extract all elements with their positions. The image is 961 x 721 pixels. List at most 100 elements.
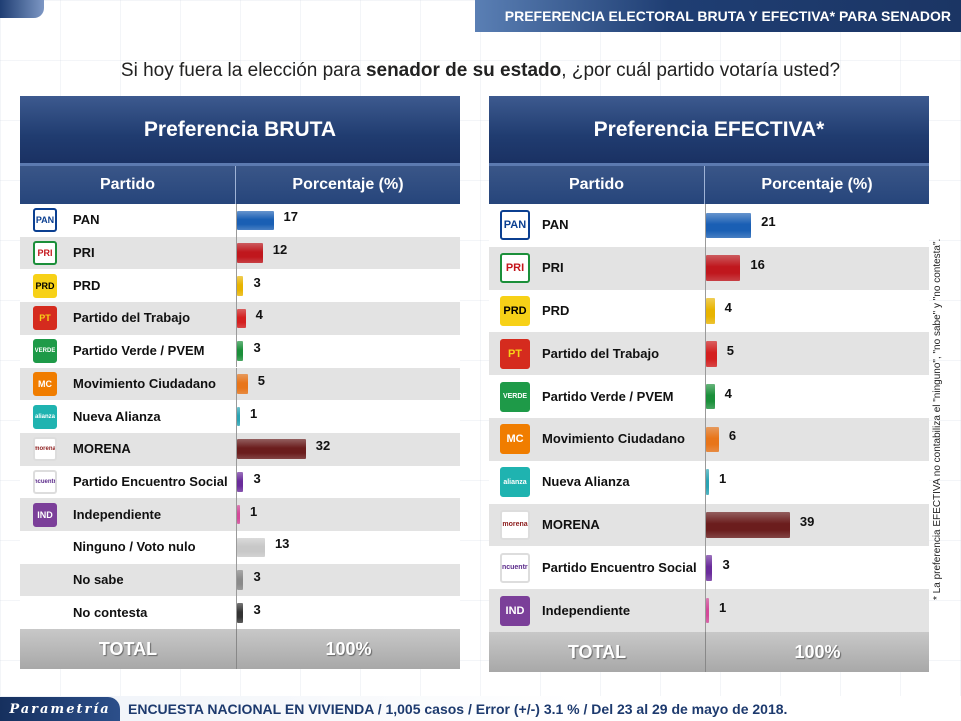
table-row: encuentro Partido Encuentro Social 3 <box>20 465 460 499</box>
party-name: Partido del Trabajo <box>73 310 191 326</box>
column-separator <box>236 334 237 368</box>
table-row: morena MORENA 39 <box>489 503 929 547</box>
value-label: 6 <box>728 428 737 444</box>
survey-methodology-note: ENCUESTA NACIONAL EN VIVIENDA / 1,005 ca… <box>128 701 788 717</box>
corner-decoration <box>0 0 44 18</box>
bar-partido-del-trabajo <box>706 340 717 367</box>
value-label: 3 <box>253 274 261 290</box>
party-logo-na-icon: alianza <box>500 467 530 498</box>
party-logo-verde-icon: VERDE <box>500 381 530 412</box>
table-row: No contesta 3 <box>20 596 460 630</box>
table-row: alianza Nueva Alianza 1 <box>489 460 929 504</box>
party-name: Ninguno / Voto nulo <box>73 539 196 555</box>
bar-pan <box>237 210 274 231</box>
party-logo-pri-icon: PRI <box>500 253 530 284</box>
column-separator <box>705 589 706 632</box>
bar-morena <box>237 439 306 460</box>
bar-independiente <box>237 504 240 525</box>
table-row: VERDE Partido Verde / PVEM 3 <box>20 334 460 368</box>
question-text-pre: Si hoy fuera la elección para <box>120 60 366 81</box>
total-label: TOTAL <box>98 638 158 659</box>
column-separator <box>705 503 706 547</box>
question-text-bold: senador de su estado <box>365 60 562 81</box>
party-logo-pes-icon: encuentro <box>500 552 530 583</box>
table-row: PT Partido del Trabajo 5 <box>489 332 929 376</box>
table-row: Ninguno / Voto nulo 13 <box>20 531 460 564</box>
party-logo-pes-icon: encuentro <box>33 469 57 494</box>
column-header-porcentaje: Porcentaje (%) <box>236 166 460 204</box>
table-row: morena MORENA 32 <box>20 432 460 466</box>
table-row: PRD PRD 4 <box>489 289 929 333</box>
party-name: Movimiento Ciudadano <box>73 375 216 391</box>
table-row: alianza Nueva Alianza 1 <box>20 400 460 433</box>
column-separator <box>705 546 706 590</box>
survey-question: Si hoy fuera la elección para senador de… <box>0 60 961 82</box>
column-separator <box>705 332 706 376</box>
bar-partido-del-trabajo <box>237 308 246 329</box>
party-name: Movimiento Ciudadano <box>542 431 685 447</box>
bar-nueva-alianza <box>706 469 709 496</box>
bar-independiente <box>706 597 709 624</box>
value-label: 3 <box>253 470 261 486</box>
column-separator <box>705 418 706 461</box>
column-separator <box>236 563 237 597</box>
value-label: 13 <box>274 536 290 552</box>
party-name: PRI <box>73 245 95 261</box>
table-row: PT Partido del Trabajo 4 <box>20 302 460 335</box>
party-logo-ind-icon: IND <box>500 595 530 626</box>
table-row: MC Movimiento Ciudadano 6 <box>489 418 929 461</box>
bar-partido-encuentro-social <box>706 554 713 581</box>
bar-partido-verde-pvem <box>237 341 244 361</box>
total-label: TOTAL <box>567 641 627 662</box>
column-separator <box>236 204 237 237</box>
question-text-post: , ¿por cuál partido votaría usted? <box>561 60 841 81</box>
party-name: PAN <box>73 212 100 228</box>
column-separator <box>236 236 237 270</box>
party-name: No contesta <box>73 604 148 620</box>
table-row: PAN PAN 17 <box>20 204 460 237</box>
value-label: 4 <box>255 307 263 323</box>
party-logo-pan-icon: PAN <box>500 210 530 241</box>
bar-nueva-alianza <box>237 406 240 427</box>
value-label: 32 <box>315 438 331 454</box>
value-label: 4 <box>724 299 732 315</box>
table-row: No sabe 3 <box>20 563 460 597</box>
column-header-partido: Partido <box>489 166 705 204</box>
value-label: 1 <box>250 503 258 519</box>
table-row: encuentro Partido Encuentro Social 3 <box>489 546 929 590</box>
bar-ninguno-voto-nulo <box>237 537 265 558</box>
party-name: Nueva Alianza <box>73 408 161 424</box>
total-row: TOTAL 100% <box>489 632 929 672</box>
page-title-bar: PREFERENCIA ELECTORAL BRUTA Y EFECTIVA* … <box>475 0 961 32</box>
panel-preferencia-efectiva: Preferencia EFECTIVA* Partido Porcentaje (… <box>489 96 929 672</box>
value-label: 5 <box>726 342 734 358</box>
bar-pri <box>706 255 741 282</box>
table-row: MC Movimiento Ciudadano 5 <box>20 367 460 401</box>
table-row: PRI PRI 12 <box>20 236 460 270</box>
column-separator <box>705 289 706 333</box>
party-name: PAN <box>542 217 569 233</box>
value-label: 21 <box>761 214 776 230</box>
party-logo-pri-icon: PRI <box>33 241 57 266</box>
table-row: PRI PRI 16 <box>489 246 929 290</box>
column-separator <box>705 375 706 418</box>
party-name: Partido Encuentro Social <box>73 473 228 489</box>
value-label: 4 <box>724 385 732 401</box>
value-label: 39 <box>799 513 815 529</box>
value-label: 12 <box>272 242 288 258</box>
value-label: 17 <box>283 209 299 225</box>
table-row: IND Independiente 1 <box>20 498 460 531</box>
column-separator <box>705 460 706 504</box>
bar-pan <box>706 212 752 239</box>
bar-no-contesta <box>237 602 244 623</box>
value-label: 3 <box>253 601 261 617</box>
value-label: 1 <box>250 405 258 421</box>
column-separator <box>236 302 237 335</box>
bar-movimiento-ciudadano <box>237 374 248 394</box>
total-value: 100% <box>236 629 460 670</box>
bar-partido-verde-pvem <box>706 383 715 410</box>
value-label: 3 <box>253 340 261 356</box>
party-name: No sabe <box>73 572 124 588</box>
party-logo-morena-icon: morena <box>500 509 530 540</box>
panel-preferencia-bruta: Preferencia BRUTA Partido Porcentaje (%) PA… <box>20 96 460 670</box>
